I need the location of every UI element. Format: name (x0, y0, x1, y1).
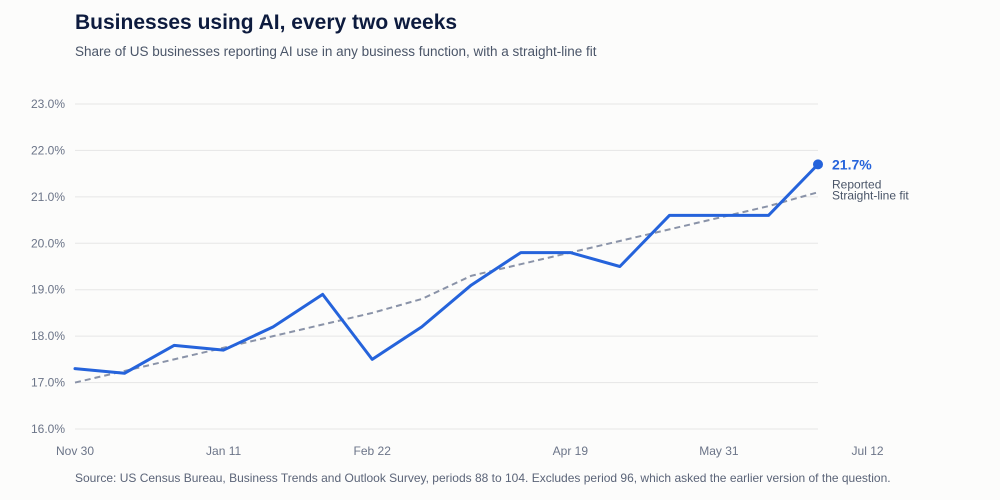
y-tick-label: 17.0% (31, 376, 65, 390)
y-tick-label: 23.0% (31, 97, 65, 111)
chart-subtitle: Share of US businesses reporting AI use … (75, 44, 597, 59)
x-tick-label: Nov 30 (56, 444, 94, 458)
y-tick-label: 19.0% (31, 283, 65, 297)
x-tick-label: Jan 11 (206, 444, 241, 458)
y-tick-label: 22.0% (31, 143, 65, 157)
end-point-marker (813, 159, 823, 170)
x-tick-label: Apr 19 (553, 444, 589, 458)
end-value-label: 21.7% (832, 156, 872, 172)
y-tick-label: 21.0% (31, 190, 65, 204)
series-line-straight-line-fit (74, 191, 819, 384)
y-tick-label: 18.0% (31, 329, 65, 343)
x-tick-label: May 31 (699, 444, 739, 458)
series-label-reported: Reported (832, 177, 881, 191)
y-tick-label: 16.0% (31, 422, 65, 436)
chart-title: Businesses using AI, every two weeks (75, 11, 458, 34)
series-line-reported (73, 162, 820, 375)
source-note: Source: US Census Bureau, Business Trend… (75, 471, 891, 485)
series-label-straight-line-fit: Straight-line fit (832, 188, 909, 202)
y-tick-label: 20.0% (31, 236, 65, 250)
x-tick-label: Jul 12 (852, 444, 884, 458)
x-tick-label: Feb 22 (354, 444, 392, 458)
